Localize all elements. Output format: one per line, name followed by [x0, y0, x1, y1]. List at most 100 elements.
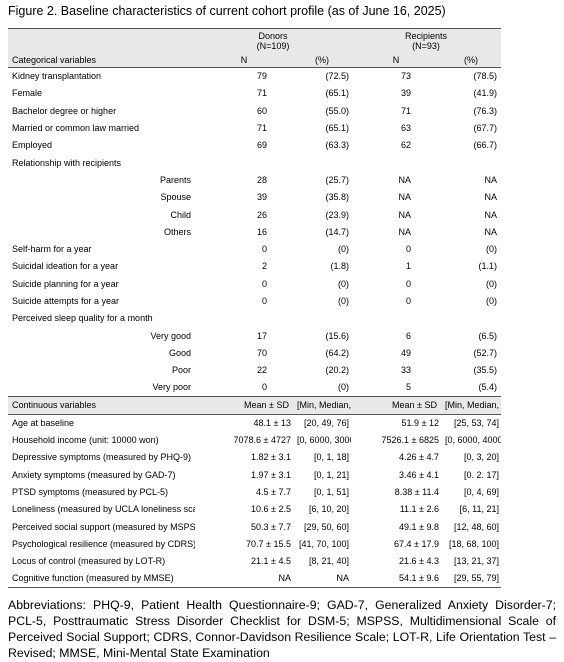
table-row: Married or common law married 71 (65.1) 63 (… — [8, 119, 501, 136]
table-row: Bachelor degree or higher 60 (55.0) 71 (76.3… — [8, 102, 501, 119]
cell: (76.3) — [473, 105, 498, 116]
row-label: Cognitive function (measured by MMSE) — [8, 569, 195, 588]
table-row: Female 71 (65.1) 39 (41.9) — [8, 85, 501, 102]
cell: (20.2) — [325, 365, 350, 376]
table-row: Loneliness (measured by UCLA loneliness … — [8, 501, 501, 518]
cell: (1.8) — [330, 261, 350, 272]
cell: NA — [195, 569, 293, 588]
row-label: Age at baseline — [12, 418, 75, 429]
row-label: Good — [168, 347, 191, 358]
cell: (0) — [486, 278, 498, 289]
group-header: Recipients (N=93) — [351, 28, 502, 53]
cell: (0) — [338, 278, 350, 289]
cell: (23.9) — [325, 209, 350, 220]
cell: 71 — [401, 105, 412, 116]
title: Figure 2. Baseline characteristics of cu… — [8, 4, 446, 18]
column-header: Mean ± SD — [351, 395, 442, 415]
row-label: Loneliness (measured by UCLA loneliness … — [12, 504, 195, 515]
column-header: Continuous variables — [8, 395, 195, 415]
cell: 10.6 ± 2.5 — [251, 504, 291, 515]
table-row: Categorical variables N (%) N (%) — [8, 52, 502, 68]
cell: NA — [293, 569, 352, 588]
column-header: [Min, Median, Max] — [293, 395, 352, 415]
table-row: Spouse 39 (35.8) NA NA — [8, 189, 501, 206]
table-row: Depressive symptoms (measured by PHQ-9) 1… — [8, 449, 501, 466]
cell — [195, 310, 293, 327]
row-label: Bachelor degree or higher — [12, 105, 117, 116]
cell — [293, 310, 351, 327]
row-label: Household income (unit: 10000 won) — [12, 435, 159, 446]
cell: 54.1 ± 9.6 — [351, 569, 442, 588]
cell: 4.26 ± 4.7 — [399, 452, 440, 463]
row-label: Others — [163, 226, 191, 237]
cell: [18, 68, 100] — [448, 538, 500, 549]
cell: (67.7) — [473, 123, 498, 134]
cell: 22 — [256, 365, 267, 376]
cell: [0, 1, 21] — [313, 469, 350, 480]
table-row: Employed 69 (63.3) 62 (66.7) — [8, 137, 501, 154]
column-header: N — [195, 52, 293, 68]
row-label: PTSD symptoms (measured by PCL-5) — [12, 486, 169, 497]
cell: 73 — [401, 71, 412, 82]
cell: [20, 49, 76] — [303, 418, 350, 429]
cell: (41.9) — [473, 88, 498, 99]
row-label: Child — [170, 209, 191, 220]
cell: 0 — [261, 278, 267, 289]
row-label: Very good — [150, 330, 191, 341]
column-header: (%) — [293, 52, 352, 68]
cell: 49 — [401, 347, 412, 358]
table-row: Self-harm for a year 0 (0) 0 (0) — [8, 240, 501, 257]
cell: 39 — [401, 88, 412, 99]
cell: 0 — [261, 296, 267, 306]
cell: 8.38 ± 11.4 — [394, 486, 440, 497]
table-row: Age at baseline 48.1 ± 13 [20, 49, 76] 51.9… — [8, 414, 501, 431]
cell: (0) — [338, 244, 350, 255]
cell: [12, 48, 60] — [453, 521, 500, 532]
cell: (6.5) — [478, 330, 498, 341]
column-header: N — [351, 52, 442, 68]
cell: NA — [398, 209, 412, 220]
cell: [6, 11, 21] — [459, 504, 500, 515]
cell — [195, 154, 293, 171]
cell: 2 — [261, 261, 267, 272]
table-row: PTSD symptoms (measured by PCL-5) 4.5 ± 7… — [8, 483, 501, 500]
cell: [0. 2. 17] — [463, 469, 500, 480]
table-row: Parents 28 (25.7) NA NA — [8, 171, 501, 188]
cell: (64.2) — [325, 347, 350, 358]
group-n: (N=109) — [256, 40, 290, 51]
cell: NA — [484, 209, 498, 220]
cell: 7526.1 ± 6825 — [381, 435, 440, 446]
row-label: Married or common law married — [12, 123, 140, 134]
table-row: Continuous variables Mean ± SD [Min, Media… — [8, 395, 502, 415]
row-label: Perceived sleep quality for a month — [12, 313, 153, 324]
cell: [0, 4, 69] — [463, 486, 500, 497]
cell — [441, 310, 501, 327]
cell: (72.5) — [325, 71, 350, 82]
cell: [0, 1, 18] — [313, 452, 350, 463]
cell: 6 — [406, 330, 412, 341]
cell: 50.3 ± 7.7 — [251, 521, 291, 532]
cell: [0, 6000, 30000] — [297, 435, 351, 446]
cell: NA — [398, 192, 412, 203]
table-row: Others 16 (14.7) NA NA — [8, 223, 501, 240]
cell: NA — [398, 174, 412, 185]
cell: (5.4) — [478, 382, 498, 393]
cell: 71 — [256, 123, 267, 134]
group-n: (N=93) — [412, 40, 440, 51]
row-label: Locus of control (measured by LOT-R) — [12, 556, 166, 567]
group-name: Recipients — [405, 30, 448, 41]
row-label: Anxiety symptoms (measured by GAD-7) — [12, 469, 176, 480]
cell: [13, 21, 37] — [453, 556, 500, 567]
cell: NA — [484, 192, 498, 203]
cell: [6, 10, 20] — [308, 504, 350, 515]
column-header: Categorical variables — [8, 52, 195, 68]
cell: (65.1) — [325, 88, 350, 99]
footnote: Abbreviations: PHQ-9, Patient Health Que… — [8, 598, 556, 660]
cell: (35.8) — [325, 192, 350, 203]
cell: 1 — [406, 261, 412, 272]
cell: 49.1 ± 9.8 — [399, 521, 440, 532]
cell: 39 — [256, 192, 267, 203]
row-label: Parents — [159, 174, 191, 185]
cell — [8, 28, 195, 53]
cell: 11.1 ± 2.6 — [399, 504, 440, 515]
